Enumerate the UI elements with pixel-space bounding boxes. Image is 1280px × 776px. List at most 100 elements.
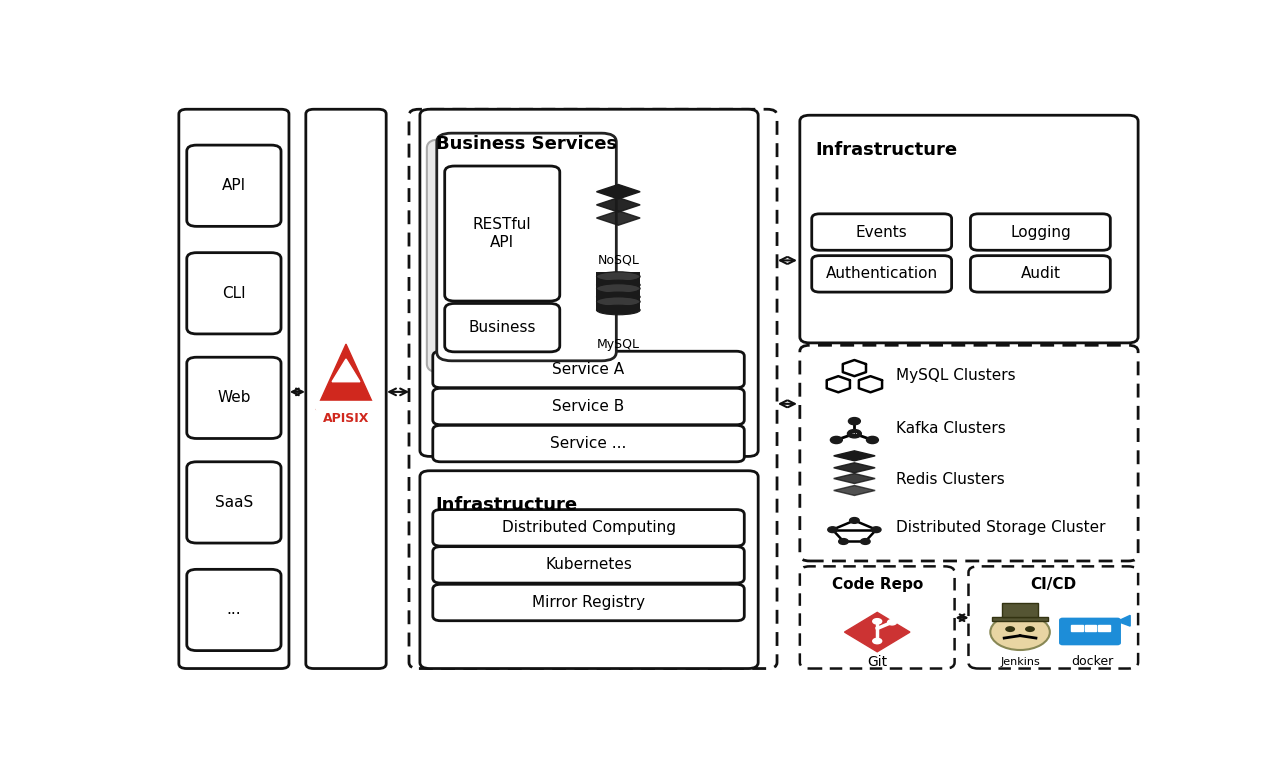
FancyBboxPatch shape [410,109,777,669]
Ellipse shape [596,292,640,302]
Circle shape [873,618,882,624]
Circle shape [847,430,861,438]
Bar [316,401,376,410]
Circle shape [849,417,860,424]
Bar [992,617,1048,622]
Text: ...: ... [227,602,241,618]
Polygon shape [833,462,876,473]
Bar [1002,604,1038,617]
Ellipse shape [596,284,640,293]
Circle shape [991,614,1050,650]
Polygon shape [596,211,640,225]
FancyBboxPatch shape [433,352,744,388]
FancyBboxPatch shape [812,255,951,292]
Circle shape [867,436,878,444]
Text: Distributed Storage Cluster: Distributed Storage Cluster [896,520,1106,535]
Polygon shape [316,344,376,410]
Text: Kubernetes: Kubernetes [545,557,632,573]
Text: Redis Clusters: Redis Clusters [896,473,1005,487]
Polygon shape [833,486,876,495]
Text: Code Repo: Code Repo [832,577,923,592]
Text: Logging: Logging [1010,224,1071,240]
Text: MySQL Clusters: MySQL Clusters [896,368,1016,383]
FancyBboxPatch shape [433,546,744,583]
Text: Kafka Clusters: Kafka Clusters [896,421,1006,436]
Circle shape [872,527,881,532]
Text: CI/CD: CI/CD [1030,577,1076,592]
FancyBboxPatch shape [444,303,559,352]
Bar [1084,625,1097,631]
Text: SaaS: SaaS [215,495,253,510]
FancyBboxPatch shape [420,471,758,669]
FancyBboxPatch shape [800,566,955,669]
Text: Jenkins: Jenkins [1000,657,1039,667]
Bar [596,297,640,310]
FancyBboxPatch shape [433,584,744,621]
Text: Git: Git [867,655,887,669]
Circle shape [828,527,837,532]
Polygon shape [596,185,640,199]
Bar [1070,625,1083,631]
Polygon shape [1117,615,1130,626]
FancyBboxPatch shape [800,115,1138,343]
FancyBboxPatch shape [970,255,1110,292]
Text: MySQL: MySQL [596,338,640,351]
Bar [596,272,640,285]
Bar [596,284,640,297]
Ellipse shape [596,272,640,282]
Ellipse shape [596,280,640,289]
FancyBboxPatch shape [187,462,282,543]
Text: Web: Web [218,390,251,405]
Text: Audit: Audit [1020,266,1060,282]
Polygon shape [596,198,640,212]
Text: Authentication: Authentication [826,266,938,282]
FancyBboxPatch shape [187,253,282,334]
Text: Events: Events [856,224,908,240]
Circle shape [1005,626,1015,632]
Circle shape [860,539,870,545]
Text: Business Services: Business Services [435,135,617,153]
Circle shape [873,639,882,644]
Text: API: API [221,178,246,193]
FancyBboxPatch shape [187,145,282,227]
FancyBboxPatch shape [433,425,744,462]
Polygon shape [332,359,360,382]
FancyBboxPatch shape [306,109,387,669]
Text: Service ...: Service ... [550,436,627,451]
Text: RESTful
API: RESTful API [472,217,531,250]
Text: CLI: CLI [223,286,246,301]
Ellipse shape [596,305,640,315]
FancyBboxPatch shape [187,357,282,438]
Polygon shape [833,473,876,483]
Circle shape [850,518,859,523]
FancyBboxPatch shape [426,139,607,372]
Circle shape [1025,626,1036,632]
FancyBboxPatch shape [436,133,617,361]
Circle shape [887,619,896,625]
FancyBboxPatch shape [420,109,758,456]
Text: APISIX: APISIX [323,412,369,425]
Text: docker: docker [1071,656,1114,668]
FancyBboxPatch shape [433,388,744,424]
FancyBboxPatch shape [187,570,282,650]
Circle shape [838,539,849,545]
Text: Mirror Registry: Mirror Registry [532,595,645,610]
FancyBboxPatch shape [433,510,744,546]
Text: Business: Business [468,320,536,335]
FancyBboxPatch shape [1060,618,1120,645]
FancyBboxPatch shape [179,109,289,669]
FancyBboxPatch shape [444,166,559,301]
Polygon shape [845,612,910,652]
Text: Service A: Service A [553,362,625,377]
Text: ···: ··· [851,431,858,437]
FancyBboxPatch shape [969,566,1138,669]
Text: Infrastructure: Infrastructure [435,497,577,514]
FancyBboxPatch shape [970,214,1110,251]
Bar [1098,625,1110,631]
Text: NoSQL: NoSQL [598,254,639,267]
Polygon shape [833,451,876,461]
FancyBboxPatch shape [800,345,1138,561]
Ellipse shape [596,297,640,307]
FancyBboxPatch shape [812,214,951,251]
Text: Distributed Computing: Distributed Computing [502,521,676,535]
